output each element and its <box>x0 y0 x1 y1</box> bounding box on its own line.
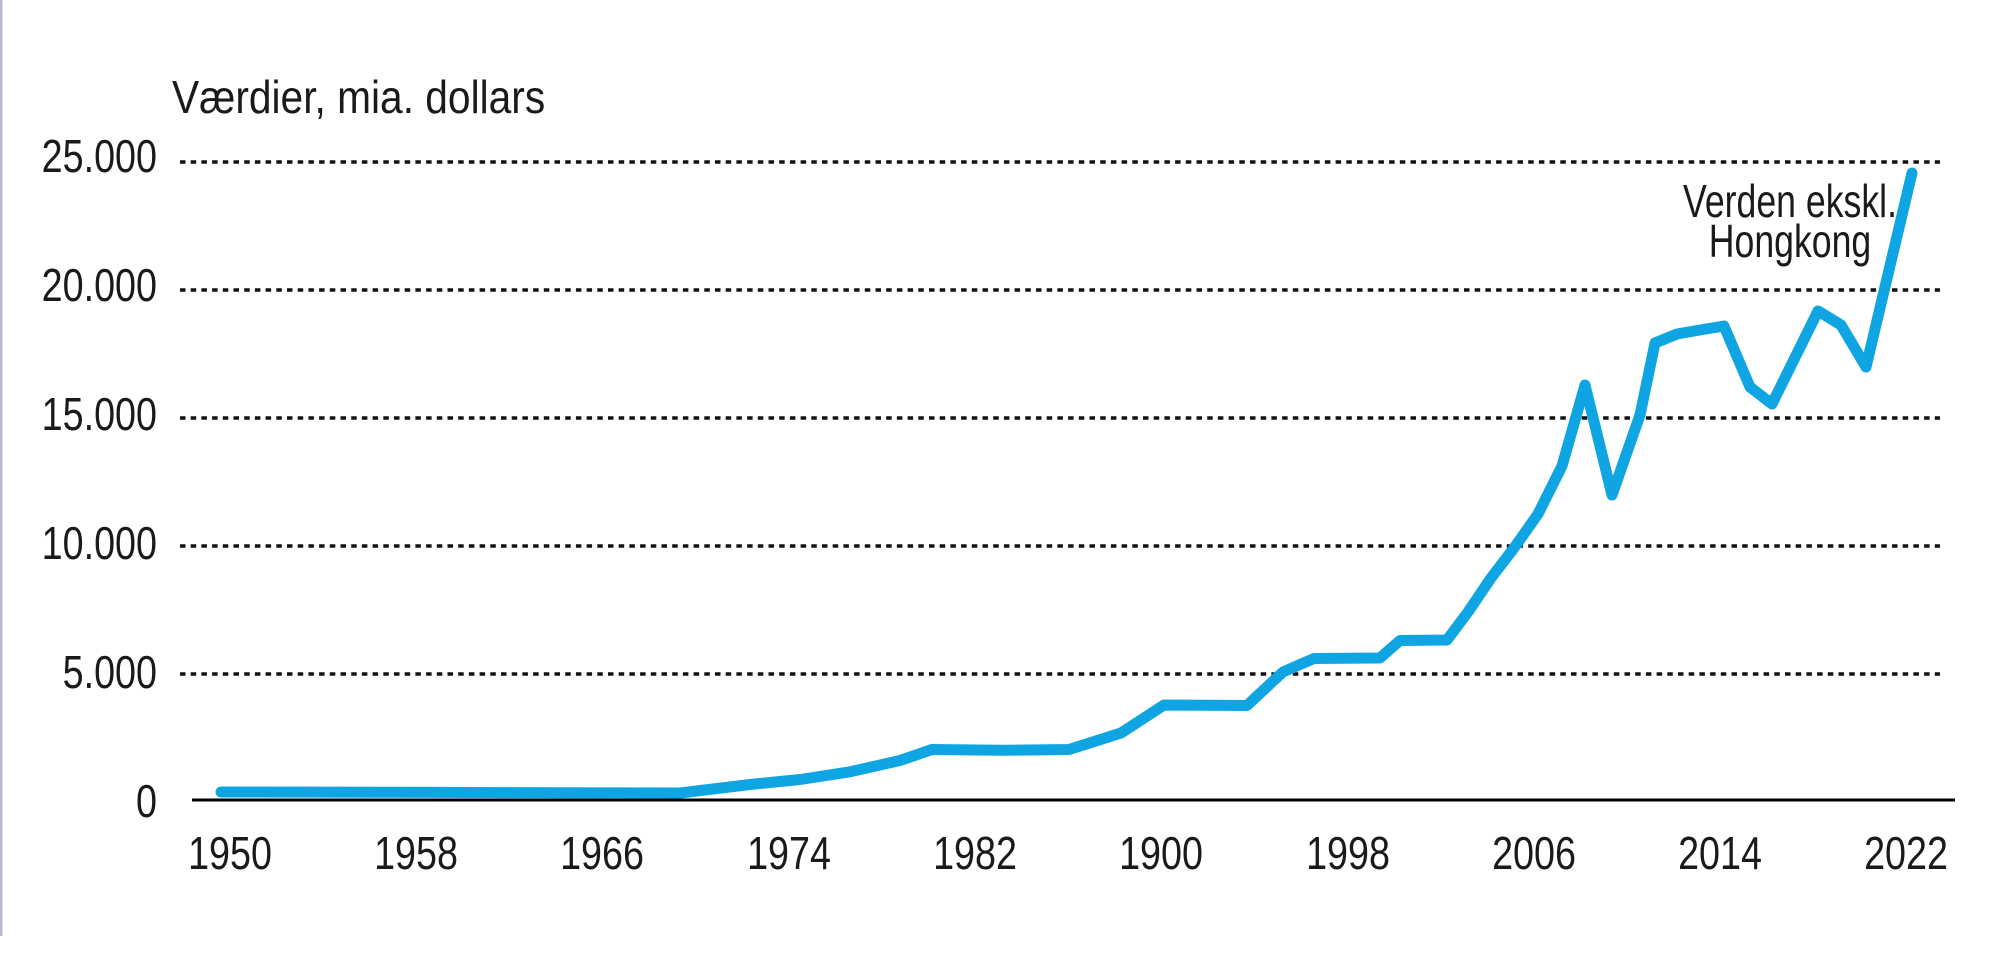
svg-text:Hongkong: Hongkong <box>1709 216 1872 267</box>
svg-text:2022: 2022 <box>1864 827 1948 878</box>
svg-text:1900: 1900 <box>1119 827 1203 878</box>
svg-text:Verden ekskl.: Verden ekskl. <box>1683 176 1897 227</box>
svg-text:1982: 1982 <box>933 827 1017 878</box>
svg-text:25.000: 25.000 <box>42 130 157 181</box>
svg-text:1974: 1974 <box>747 827 831 878</box>
svg-text:1958: 1958 <box>374 827 458 878</box>
svg-text:10.000: 10.000 <box>42 517 157 568</box>
svg-text:2014: 2014 <box>1678 827 1762 878</box>
svg-text:1966: 1966 <box>560 827 644 878</box>
svg-text:15.000: 15.000 <box>42 388 157 439</box>
svg-text:0: 0 <box>136 775 157 826</box>
svg-text:5.000: 5.000 <box>63 646 157 697</box>
svg-text:1998: 1998 <box>1306 827 1390 878</box>
svg-text:1950: 1950 <box>188 827 272 878</box>
svg-text:Værdier, mia. dollars: Værdier, mia. dollars <box>172 73 545 124</box>
svg-text:2006: 2006 <box>1492 827 1576 878</box>
svg-text:20.000: 20.000 <box>42 259 157 310</box>
